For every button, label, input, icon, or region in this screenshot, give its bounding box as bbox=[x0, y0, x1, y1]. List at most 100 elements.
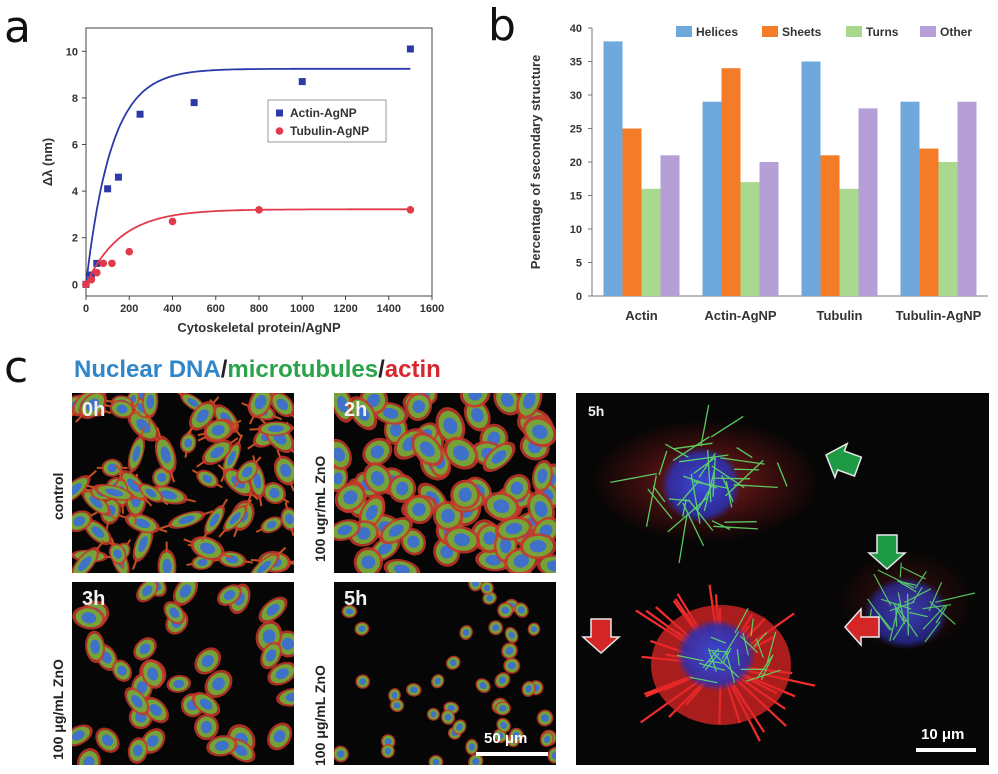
cell bbox=[204, 669, 233, 698]
cell-nucleus bbox=[227, 450, 236, 466]
cell-nucleus bbox=[501, 606, 510, 614]
cell bbox=[133, 480, 169, 506]
y-tick-label: 35 bbox=[570, 57, 582, 69]
cell-nucleus bbox=[483, 584, 491, 592]
micrograph-time-3h: 3h bbox=[82, 588, 106, 610]
cell bbox=[504, 626, 519, 644]
micrograph-3h-cells bbox=[72, 582, 294, 765]
legend-label: Turns bbox=[866, 25, 899, 39]
cell bbox=[443, 526, 481, 554]
cell-nucleus bbox=[359, 678, 367, 685]
fiber bbox=[755, 638, 764, 658]
fiber bbox=[710, 636, 727, 644]
cell bbox=[72, 469, 97, 510]
fiber bbox=[710, 415, 744, 438]
fiber bbox=[725, 651, 736, 684]
cell bbox=[122, 405, 165, 447]
cell bbox=[362, 437, 393, 467]
fiber bbox=[924, 621, 941, 643]
fiber bbox=[693, 480, 729, 490]
cell-nucleus bbox=[510, 481, 524, 495]
cell-nucleus bbox=[334, 447, 345, 462]
cell bbox=[404, 494, 434, 525]
micrograph-time-5h-zoom: 5h bbox=[588, 403, 605, 419]
cell-nucleus bbox=[370, 445, 385, 459]
data-point bbox=[168, 217, 177, 226]
micrograph-time-2h: 2h bbox=[344, 399, 368, 421]
legend-swatch bbox=[846, 26, 862, 37]
cell bbox=[206, 735, 238, 757]
data-point bbox=[99, 259, 108, 268]
cell bbox=[531, 459, 553, 493]
y-tick-label: 15 bbox=[570, 191, 582, 203]
cell-nucleus bbox=[107, 463, 117, 473]
cell-nucleus bbox=[184, 438, 193, 448]
cell bbox=[75, 393, 111, 423]
bar-helices bbox=[801, 61, 821, 296]
fiber bbox=[678, 513, 688, 564]
cell-nucleus bbox=[498, 705, 507, 712]
cell bbox=[248, 393, 273, 425]
data-point bbox=[125, 247, 134, 256]
fiber bbox=[645, 475, 657, 527]
cell bbox=[217, 584, 242, 606]
fiber bbox=[756, 655, 773, 679]
cell bbox=[536, 709, 554, 727]
cell bbox=[388, 474, 417, 503]
cell-nucleus bbox=[136, 418, 151, 433]
cell-nucleus bbox=[242, 466, 253, 478]
cell bbox=[496, 717, 511, 733]
cell bbox=[334, 438, 352, 471]
cell-nucleus bbox=[534, 501, 548, 518]
cell-nucleus bbox=[449, 659, 457, 667]
fiber bbox=[734, 468, 760, 471]
y-tick-label: 2 bbox=[72, 233, 78, 245]
data-point bbox=[108, 259, 116, 268]
cell bbox=[509, 727, 524, 744]
fiber bbox=[722, 647, 732, 664]
cell bbox=[95, 727, 120, 753]
cell bbox=[428, 754, 444, 765]
cell-nucleus bbox=[483, 531, 497, 545]
cell-nucleus bbox=[498, 676, 507, 684]
fiber bbox=[739, 635, 759, 654]
cell bbox=[459, 624, 473, 641]
cell-nucleus bbox=[199, 698, 213, 710]
cell bbox=[72, 510, 98, 533]
arrow-green-right bbox=[867, 534, 907, 571]
cell-nucleus bbox=[127, 478, 140, 493]
category-label: Actin-AgNP bbox=[704, 308, 777, 323]
cell bbox=[76, 748, 101, 765]
legend-swatch bbox=[920, 26, 936, 37]
cell bbox=[497, 602, 514, 619]
cell-nucleus bbox=[266, 649, 277, 662]
data-point bbox=[406, 205, 415, 214]
fiber bbox=[700, 404, 710, 447]
cell-nucleus bbox=[523, 393, 536, 409]
cell bbox=[459, 393, 491, 408]
cell bbox=[536, 554, 556, 573]
cell-nucleus bbox=[468, 393, 482, 401]
micrograph-5h-cells bbox=[334, 582, 556, 765]
cell-nucleus bbox=[281, 637, 294, 650]
data-point bbox=[87, 275, 96, 284]
cell bbox=[218, 499, 253, 538]
fiber bbox=[708, 649, 730, 653]
cell-nucleus bbox=[419, 441, 435, 457]
fit-curve-actin-agnp bbox=[85, 67, 411, 285]
cell-nucleus bbox=[551, 751, 556, 760]
fit-curve-tubulin-agnp bbox=[85, 208, 411, 285]
fiber bbox=[711, 520, 731, 531]
fiber bbox=[928, 582, 943, 612]
cell-nucleus bbox=[101, 734, 114, 746]
cell bbox=[141, 659, 165, 689]
fiber bbox=[665, 443, 689, 458]
y-tick-label: 40 bbox=[570, 23, 582, 35]
fiber bbox=[742, 632, 749, 656]
cell bbox=[226, 738, 256, 763]
cell bbox=[133, 637, 157, 661]
fiber bbox=[873, 573, 892, 606]
cell-nucleus bbox=[337, 524, 352, 536]
cell-nucleus bbox=[196, 409, 209, 423]
cell bbox=[258, 596, 288, 623]
